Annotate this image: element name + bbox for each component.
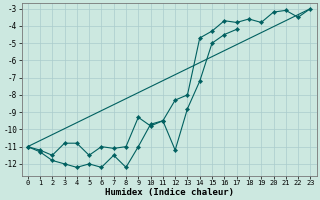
X-axis label: Humidex (Indice chaleur): Humidex (Indice chaleur): [105, 188, 234, 197]
